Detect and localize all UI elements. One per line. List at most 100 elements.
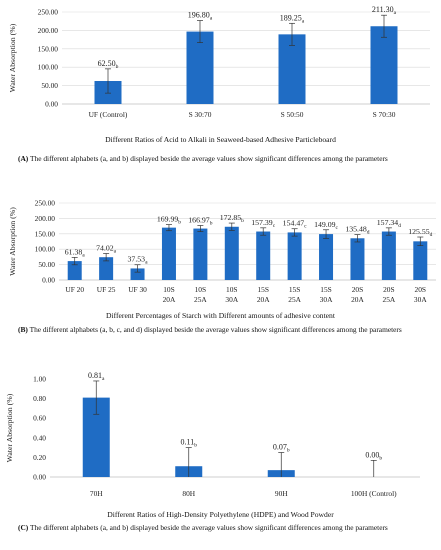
chart-b-xtick-label: UF 25 bbox=[97, 285, 116, 294]
chart-b-data-label: 125.55d bbox=[408, 227, 432, 238]
chart-c-xlabel: Different Ratios of High-Density Polyeth… bbox=[107, 510, 334, 519]
chart-c-data-label: 0.81a bbox=[88, 371, 105, 382]
chart-b-ytick-label: 0.00 bbox=[42, 276, 55, 285]
chart-b-data-label: 135.48d bbox=[345, 225, 369, 236]
chart-c-ytick-label: 0.80 bbox=[33, 394, 46, 403]
chart-b-xtick-label: 30A bbox=[414, 295, 427, 304]
chart-b-data-label: 172.85b bbox=[220, 213, 244, 224]
chart-b-ytick-label: 100.00 bbox=[35, 245, 56, 254]
chart-c-data-value: 0.11 bbox=[181, 438, 195, 447]
chart-c-ytick-label: 1.00 bbox=[33, 375, 46, 384]
chart-b-data-value: 154.47 bbox=[283, 219, 305, 228]
caption-b-letter: (B) bbox=[18, 325, 28, 334]
chart-b-xtick-label: 15S bbox=[257, 285, 269, 294]
chart-b-xtick-label: UF 20 bbox=[65, 285, 84, 294]
chart-b-ytick-label: 200.00 bbox=[35, 214, 56, 223]
chart-c-ytick-label: 0.00 bbox=[33, 473, 46, 482]
chart-c-xtick-label: 90H bbox=[275, 489, 288, 498]
chart-a-bar bbox=[278, 34, 306, 104]
chart-b-data-label: 74.02a bbox=[96, 244, 117, 255]
chart-b-ytick-label: 250.00 bbox=[35, 199, 56, 208]
chart-b-data-value: 157.34 bbox=[377, 218, 399, 227]
chart-b-data-label: 157.34d bbox=[377, 218, 401, 229]
panel-a: 0.00 50.00 100.00 150.00 200.00 250.00 Water A… bbox=[0, 0, 441, 182]
chart-b-significance-letter: d bbox=[398, 223, 401, 229]
chart-b: 0.00 50.00 100.00 150.00 200.00 250.00 Water A… bbox=[8, 199, 436, 304]
chart-a-ytick-label: 150.00 bbox=[38, 44, 59, 53]
chart-a-xtick-label: S 70:30 bbox=[373, 110, 396, 119]
chart-b-data-label: 166.97b bbox=[188, 215, 212, 226]
chart-a-xtick-label: S 30:70 bbox=[189, 110, 212, 119]
caption-c-letter: (C) bbox=[18, 523, 29, 532]
chart-b-significance-letter: d bbox=[367, 230, 370, 236]
chart-b-bar bbox=[319, 234, 334, 280]
chart-b-xtick-label: 20A bbox=[351, 295, 364, 304]
chart-b-bar bbox=[287, 232, 302, 280]
chart-b-xtick-label: 15S bbox=[289, 285, 301, 294]
chart-b-bar bbox=[193, 228, 208, 280]
chart-b-significance-letter: d bbox=[430, 232, 433, 238]
chart-c-data-label: 0.11b bbox=[181, 438, 198, 449]
chart-b-bar bbox=[99, 257, 114, 280]
caption-a: (A) The different alphabets (a, and b) d… bbox=[18, 154, 433, 164]
chart-b-data-value: 61.38 bbox=[65, 247, 83, 256]
chart-a-ytick-label: 50.00 bbox=[41, 81, 58, 90]
chart-b-xtick-label: 25A bbox=[194, 295, 207, 304]
chart-a-ytick-label: 100.00 bbox=[38, 63, 59, 72]
chart-a-data-label: 62.50b bbox=[98, 59, 119, 70]
chart-b-xtick-label: UF 30 bbox=[128, 285, 147, 294]
chart-b-xtick-label: 20S bbox=[415, 285, 427, 294]
caption-c-text: The different alphabets (a, and b) displ… bbox=[29, 523, 388, 532]
caption-a-text: The different alphabets (a, and b) displ… bbox=[29, 154, 388, 163]
chart-c-significance-letter: b bbox=[287, 448, 290, 454]
panel-b: 0.00 50.00 100.00 150.00 200.00 250.00 Water A… bbox=[0, 190, 441, 368]
chart-b-data-label: 149.09c bbox=[314, 220, 338, 231]
chart-b-significance-letter: a bbox=[145, 260, 148, 266]
chart-c-xtick-label: 70H bbox=[90, 489, 103, 498]
chart-a-xtick-label: UF (Control) bbox=[89, 110, 128, 119]
chart-c-data-label: 0.07b bbox=[273, 443, 290, 454]
chart-b-xlabel: Different Percentages of Starch with Dif… bbox=[106, 311, 335, 320]
chart-b-ylabel: Water Absorption (%) bbox=[8, 207, 17, 276]
chart-b-bar bbox=[413, 241, 428, 280]
chart-b-data-label: 61.38a bbox=[65, 247, 86, 258]
chart-a-ytick-label: 200.00 bbox=[38, 26, 59, 35]
chart-a-data-value: 189.25 bbox=[280, 13, 302, 22]
chart-a-xlabel: Different Ratios of Acid to Alkali in Se… bbox=[105, 135, 336, 144]
chart-b-data-label: 154.47c bbox=[283, 219, 307, 230]
chart-b-data-value: 149.09 bbox=[314, 220, 336, 229]
chart-b-xtick-label: 25A bbox=[383, 295, 396, 304]
chart-b-data-label: 157.39c bbox=[251, 218, 275, 229]
chart-a: 0.00 50.00 100.00 150.00 200.00 250.00 Water A… bbox=[8, 5, 430, 119]
chart-a-data-value: 196.80 bbox=[188, 11, 210, 20]
caption-b-text: The different alphabets (a, b, c, and d)… bbox=[29, 325, 402, 334]
caption-a-letter: (A) bbox=[18, 154, 29, 163]
chart-a-data-label: 196.80a bbox=[188, 11, 213, 22]
chart-a-significance-letter: a bbox=[302, 18, 305, 24]
chart-b-bar bbox=[350, 238, 365, 280]
chart-b-bar bbox=[161, 227, 176, 280]
chart-c-significance-letter: b bbox=[379, 455, 382, 461]
chart-b-bar bbox=[381, 231, 396, 280]
chart-b-data-value: 172.85 bbox=[220, 213, 242, 222]
chart-b-data-value: 74.02 bbox=[96, 244, 114, 253]
chart-b-data-value: 37.53 bbox=[128, 255, 146, 264]
chart-b-xtick-label: 30A bbox=[320, 295, 333, 304]
chart-b-data-value: 135.48 bbox=[345, 225, 367, 234]
chart-c-xtick-label: 100H (Control) bbox=[351, 489, 397, 498]
chart-a-ylabel: Water Absorption (%) bbox=[8, 23, 17, 92]
chart-b-xtick-label: 10S bbox=[195, 285, 207, 294]
chart-b-data-label: 37.53a bbox=[128, 255, 149, 266]
chart-b-data-value: 157.39 bbox=[251, 218, 273, 227]
chart-b-xtick-label: 10S bbox=[163, 285, 175, 294]
chart-c-significance-letter: b bbox=[194, 443, 197, 449]
caption-c: (C) The different alphabets (a, and b) d… bbox=[18, 523, 433, 533]
chart-b-data-value: 166.97 bbox=[188, 215, 210, 224]
panel-c: 0.00 0.20 0.40 0.60 0.80 1.00 Water Absorption… bbox=[0, 368, 441, 550]
chart-c-significance-letter: a bbox=[102, 376, 105, 382]
chart-c-ylabel: Water Absorption (%) bbox=[5, 393, 14, 462]
chart-c-ytick-label: 0.20 bbox=[33, 453, 46, 462]
chart-a-ytick-label: 0.00 bbox=[45, 100, 58, 109]
chart-b-significance-letter: c bbox=[304, 224, 307, 230]
chart-b-significance-letter: b bbox=[210, 220, 213, 226]
